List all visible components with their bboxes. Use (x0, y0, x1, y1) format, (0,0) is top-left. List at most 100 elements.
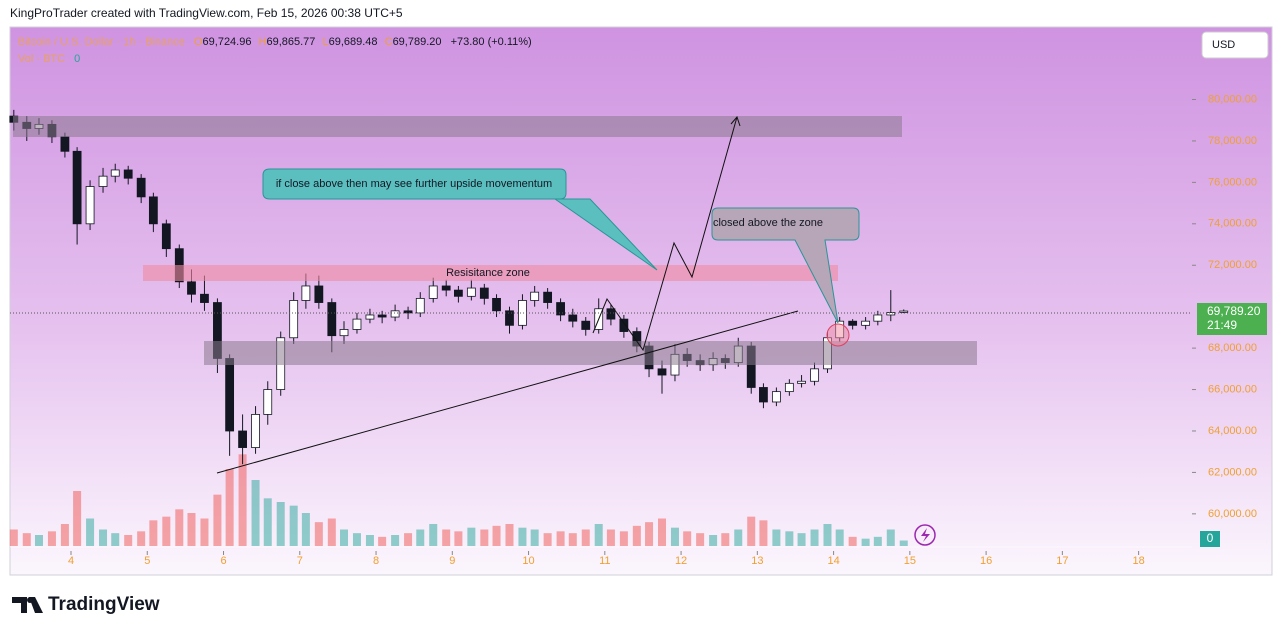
o-key: O (194, 36, 203, 48)
volume-bar (340, 529, 349, 546)
o-val: 69,724.96 (203, 36, 252, 48)
candle-body (797, 380, 806, 384)
candle-body (339, 329, 349, 337)
volume-bar (632, 525, 641, 546)
candle-body (848, 320, 858, 326)
volume-bar (454, 531, 463, 546)
y-tick-label: 66,000.00 (1208, 383, 1257, 395)
candle-body (606, 308, 616, 320)
x-tick-label: 15 (904, 555, 916, 567)
volume-bar (556, 531, 565, 546)
candle-body (377, 314, 387, 318)
volume-bar (416, 529, 425, 546)
y-tick-label: 62,000.00 (1208, 466, 1257, 478)
volume-legend: Vol · BTC 0 (18, 53, 80, 65)
volume-bar (225, 469, 234, 546)
x-tick-label: 11 (599, 555, 610, 567)
volume-bar (683, 531, 692, 546)
candle-body (289, 300, 299, 339)
l-key: L (322, 36, 328, 48)
candle-body (72, 150, 82, 225)
volume-bar (137, 531, 146, 546)
candle-body (251, 414, 260, 448)
event-icon[interactable] (914, 524, 936, 546)
volume-bar (442, 529, 451, 546)
volume-bar (404, 533, 413, 546)
plot: 60,000.00 62,000.00 64,000.00 66,000.00 68,0… (9, 93, 1257, 567)
candle-body (238, 430, 247, 448)
volume-bar (175, 509, 184, 546)
y-tick-label: 60,000.00 (1208, 508, 1257, 520)
candle-body (225, 358, 235, 432)
x-tick-label: 14 (827, 555, 839, 567)
volume-title: Vol · BTC (18, 53, 65, 65)
volume-bar (314, 522, 323, 546)
candle-body (543, 291, 553, 303)
x-tick-label: 10 (522, 555, 534, 567)
candle-body (301, 285, 311, 301)
h-key: H (259, 36, 267, 48)
candle-body (200, 293, 209, 303)
candle-body (352, 318, 362, 330)
volume-bar (645, 522, 654, 546)
volume-bar (759, 520, 768, 546)
c-val: 69,789.20 (393, 36, 442, 48)
x-tick-label: 16 (980, 555, 992, 567)
x-tick-label: 9 (449, 555, 455, 567)
event-bolt[interactable] (921, 528, 930, 542)
candle-body (568, 314, 578, 322)
volume-bar (187, 513, 196, 546)
x-tick-label: 4 (68, 555, 74, 567)
candle-body (581, 320, 591, 330)
candle-body (403, 310, 413, 314)
volume-bar (111, 533, 120, 546)
volume-bar (785, 531, 794, 546)
currency-button[interactable] (1201, 31, 1269, 59)
highlight-circle (826, 323, 850, 347)
legend: Bitcoin / U.S. Dollar · 1h · Binance O69… (18, 36, 532, 48)
candle-body (479, 287, 489, 299)
y-tick-label: 74,000.00 (1208, 218, 1257, 230)
volume-bar (721, 533, 730, 546)
volume-bar (99, 529, 108, 546)
volume-bar (734, 529, 743, 546)
candle-body (530, 291, 540, 301)
x-tick-label: 18 (1132, 555, 1144, 567)
credit: KingProTrader created with TradingView.c… (10, 6, 403, 20)
volume-bar (709, 535, 718, 546)
volume-bar (848, 536, 857, 546)
y-tick-label: 68,000.00 (1208, 342, 1257, 354)
candle-body (365, 314, 375, 320)
candle-body (428, 285, 438, 299)
candle-body (98, 175, 108, 187)
brand-logo (12, 597, 43, 613)
x-tick-label: 8 (373, 555, 379, 567)
volume-bar (543, 533, 552, 546)
y-tick-label: 64,000.00 (1208, 425, 1257, 437)
support-zone (204, 341, 977, 365)
x-tick-label: 17 (1056, 555, 1068, 567)
candle-body (886, 312, 896, 316)
volume-bar (772, 529, 781, 546)
currency-text[interactable]: USD (1212, 39, 1235, 51)
volume-bar (696, 533, 705, 546)
volume-bar (797, 533, 806, 546)
volume-bar (873, 536, 882, 546)
volume-bar (124, 535, 133, 546)
candle-body (314, 285, 324, 303)
volume-bar (429, 524, 438, 546)
h-val: 69,865.77 (266, 36, 315, 48)
volume-bar (835, 529, 844, 546)
callout-closed-text: closed above the zone (713, 217, 823, 229)
resistance-label: Resisitance zone (446, 267, 530, 279)
volume-bar (327, 518, 336, 546)
x-tick-label: 7 (297, 555, 303, 567)
x-tick-label: 5 (144, 555, 150, 567)
brand: TradingView (48, 594, 160, 615)
y-tick-label: 76,000.00 (1208, 176, 1257, 188)
candle-body (466, 287, 476, 297)
candle-body (327, 302, 337, 337)
volume-bar (568, 533, 577, 546)
volume-bar (9, 529, 18, 546)
